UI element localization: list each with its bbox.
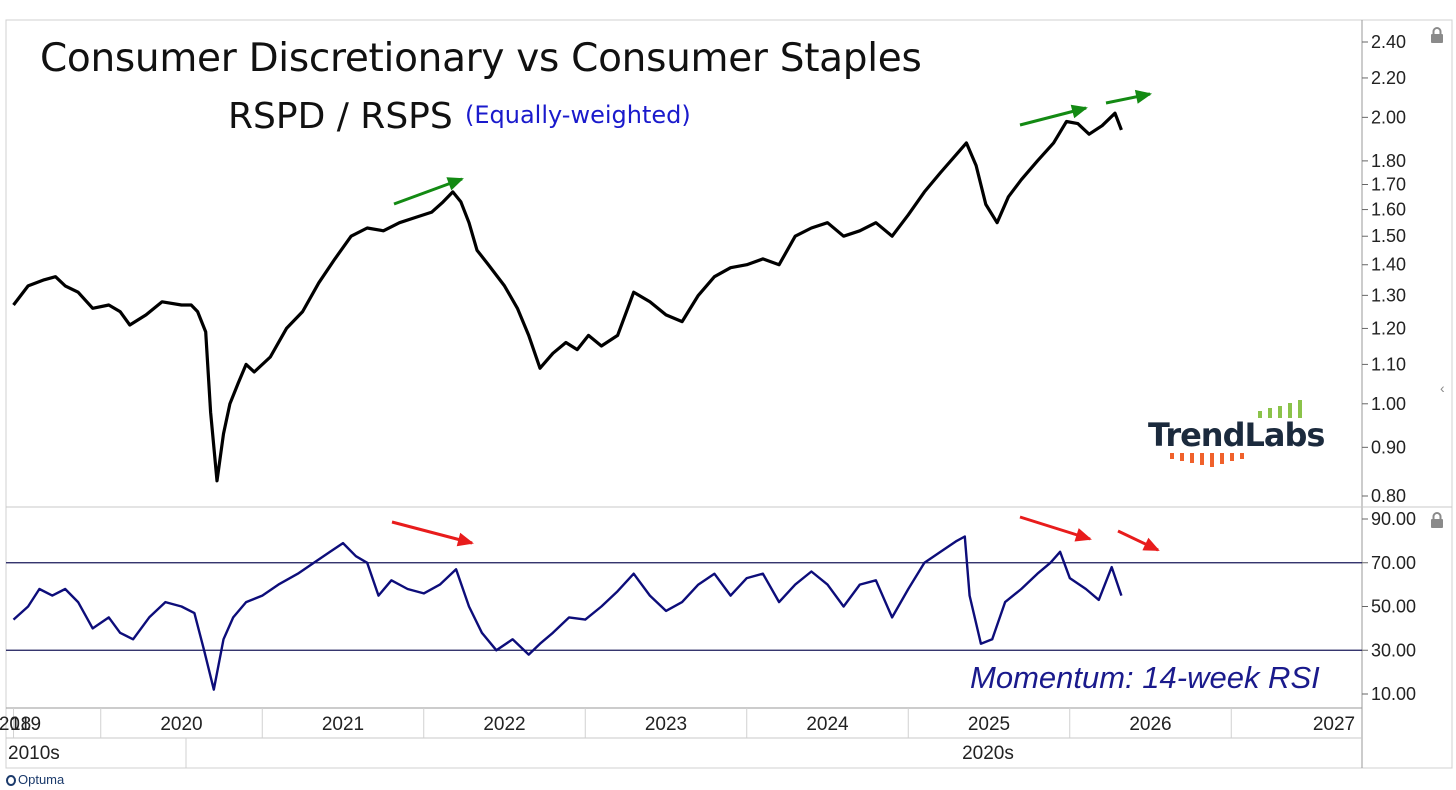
- optuma-brand: Optuma: [6, 772, 64, 787]
- chart-subtitle: RSPD / RSPS: [228, 96, 453, 137]
- x-tick-label: 2021: [322, 714, 364, 735]
- y-tick-label: 0.80: [1371, 486, 1406, 506]
- decade-label: 2010s: [8, 743, 60, 764]
- price-ratio-line: [12, 111, 1123, 483]
- y-tick-label: 50.00: [1371, 597, 1416, 617]
- x-tick-label: 2024: [806, 714, 849, 735]
- y-tick-label: 1.60: [1371, 200, 1406, 220]
- y-tick-label: 1.30: [1371, 285, 1406, 305]
- x-tick-label: 18: [10, 714, 31, 735]
- optuma-text: Optuma: [18, 772, 65, 787]
- up-arrow-head: [1134, 89, 1152, 104]
- y-tick-label: 30.00: [1371, 640, 1416, 660]
- y-tick-label: 1.20: [1371, 318, 1406, 338]
- chart-subtitle-note: (Equally-weighted): [465, 101, 691, 129]
- optuma-logo-icon: [6, 775, 16, 786]
- x-tick-label: 2027: [1313, 714, 1355, 735]
- y-tick-label: 10.00: [1371, 684, 1416, 704]
- trendlabs-logo: TrendLabs: [1146, 398, 1325, 473]
- x-tick-label: 2026: [1129, 714, 1171, 735]
- lock-icon[interactable]: [1430, 27, 1444, 43]
- y-tick-label: 1.70: [1371, 175, 1406, 195]
- x-tick-label: 2020: [160, 714, 202, 735]
- y-tick-label: 2.40: [1371, 32, 1406, 52]
- decade-label: 2020s: [962, 743, 1014, 764]
- down-arrow-head: [456, 532, 474, 547]
- lock-icon[interactable]: [1430, 512, 1444, 528]
- x-tick-label: 2025: [968, 714, 1010, 735]
- chart-title: Consumer Discretionary vs Consumer Stapl…: [40, 36, 922, 81]
- x-tick-label: 2019: [0, 714, 41, 735]
- rsi-line: [12, 535, 1123, 691]
- down-arrow-head: [1074, 528, 1092, 542]
- y-tick-label: 2.20: [1371, 68, 1406, 88]
- y-tick-label: 1.80: [1371, 151, 1406, 171]
- y-tick-label: 1.00: [1371, 394, 1406, 414]
- y-tick-label: 0.90: [1371, 437, 1406, 457]
- y-tick-label: 2.00: [1371, 107, 1406, 127]
- logo-graphic: [1170, 400, 1302, 467]
- y-tick-label: 70.00: [1371, 553, 1416, 573]
- up-arrow-head: [446, 177, 464, 191]
- up-arrow-head: [1070, 104, 1088, 119]
- rsi-panel-label: Momentum: 14-week RSI: [970, 660, 1320, 695]
- x-tick-label: 2022: [483, 714, 525, 735]
- y-tick-label: 1.10: [1371, 354, 1406, 374]
- down-arrow-head: [1142, 537, 1160, 551]
- x-tick-label: 2023: [645, 714, 687, 735]
- y-tick-label: 90.00: [1371, 509, 1416, 529]
- y-tick-label: 1.50: [1371, 226, 1406, 246]
- chevron-left-icon[interactable]: ‹: [1440, 380, 1445, 396]
- chart-frame: [5, 19, 1453, 769]
- y-tick-label: 1.40: [1371, 255, 1406, 275]
- logo-wordmark: TrendLabs: [1148, 416, 1325, 454]
